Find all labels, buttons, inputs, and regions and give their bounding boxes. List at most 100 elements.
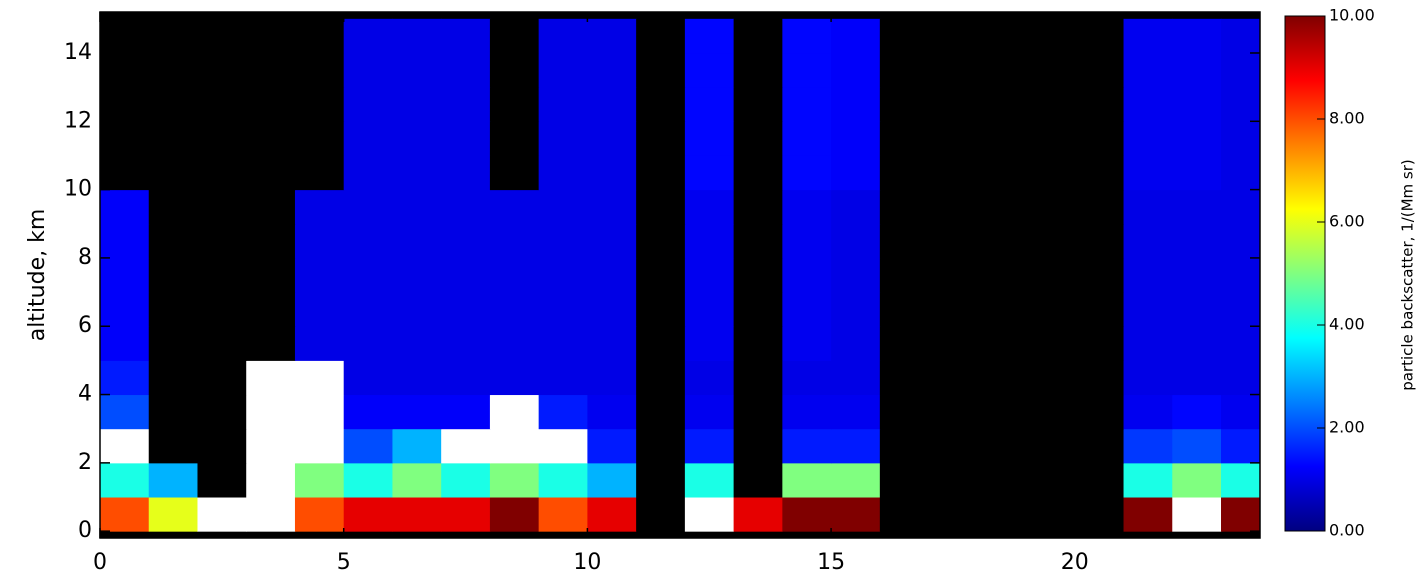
heatmap-cell — [148, 52, 198, 88]
colorbar-tick-label: 8.00 — [1329, 109, 1365, 128]
heatmap-cell — [343, 155, 393, 191]
heatmap-cell — [294, 497, 345, 532]
heatmap-cell — [392, 223, 442, 259]
heatmap-cell — [684, 87, 735, 122]
heatmap-cell — [538, 223, 588, 259]
plot-frame — [99, 11, 1261, 539]
heatmap-cell — [1026, 326, 1076, 361]
heatmap-cell — [489, 155, 540, 191]
heatmap-cell — [733, 87, 783, 122]
heatmap-cell — [1026, 121, 1076, 156]
heatmap-cell — [879, 87, 930, 122]
heatmap-cell — [1026, 292, 1076, 327]
heatmap-cell — [1026, 257, 1076, 293]
heatmap-cell — [684, 462, 735, 498]
heatmap-cell — [1026, 428, 1076, 464]
heatmap-cell — [294, 326, 345, 361]
heatmap-cell — [684, 189, 735, 225]
heatmap-cell — [733, 292, 783, 327]
heatmap-cell — [1172, 257, 1222, 293]
heatmap-cell — [879, 292, 930, 327]
heatmap-cell — [197, 292, 247, 327]
heatmap-cell — [343, 497, 393, 532]
heatmap-cell — [782, 292, 832, 327]
heatmap-cell — [197, 394, 247, 430]
heatmap-cell — [1172, 189, 1222, 225]
heatmap-cell — [538, 292, 588, 327]
heatmap-cell — [1221, 462, 1260, 498]
heatmap-cell — [148, 257, 198, 293]
heatmap-cell — [928, 394, 978, 430]
heatmap-cell — [831, 292, 881, 327]
heatmap-cell — [489, 257, 540, 293]
heatmap-cell — [100, 223, 150, 259]
heatmap-cell — [977, 292, 1027, 327]
heatmap-cell — [294, 257, 345, 293]
heatmap-cell — [100, 87, 150, 122]
colorbar — [1284, 15, 1326, 532]
heatmap-cell — [100, 189, 150, 225]
heatmap-cell — [879, 497, 930, 532]
heatmap-cell — [197, 360, 247, 396]
heatmap-cell — [879, 52, 930, 88]
heatmap-cell — [684, 497, 735, 532]
heatmap-cell — [1123, 121, 1173, 156]
heatmap-cell — [587, 292, 637, 327]
heatmap-cell — [100, 121, 150, 156]
heatmap-cell — [1172, 223, 1222, 259]
heatmap-cell — [977, 155, 1027, 191]
heatmap-cell — [879, 257, 930, 293]
heatmap-cell — [246, 394, 296, 430]
heatmap-cell — [733, 189, 783, 225]
heatmap-cell — [392, 462, 442, 498]
heatmap-cell — [1026, 189, 1076, 225]
heatmap-cell — [977, 462, 1027, 498]
heatmap-cell — [1074, 52, 1125, 88]
heatmap-cell — [343, 394, 393, 430]
heatmap-cell — [441, 292, 491, 327]
heatmap-cell — [392, 497, 442, 532]
heatmap-cell — [538, 428, 588, 464]
heatmap-cell — [392, 360, 442, 396]
heatmap-cell — [782, 428, 832, 464]
heatmap-cell — [294, 394, 345, 430]
heatmap-cell — [1172, 462, 1222, 498]
heatmap-cell — [636, 87, 686, 122]
heatmap-cell — [441, 497, 491, 532]
heatmap-cell — [879, 121, 930, 156]
heatmap-cell — [1123, 428, 1173, 464]
heatmap-cell — [343, 360, 393, 396]
colorbar-tick-label: 0.00 — [1329, 521, 1365, 540]
heatmap-cell — [977, 360, 1027, 396]
heatmap-cell — [294, 292, 345, 327]
heatmap-cell — [928, 52, 978, 88]
heatmap-cell — [928, 155, 978, 191]
heatmap-cell — [636, 497, 686, 532]
heatmap-cell — [441, 360, 491, 396]
heatmap-cell — [636, 394, 686, 430]
heatmap-cell — [246, 18, 296, 54]
heatmap-cell — [441, 326, 491, 361]
heatmap-cell — [879, 428, 930, 464]
heatmap-cell — [1074, 360, 1125, 396]
heatmap-cell — [392, 257, 442, 293]
heatmap-cell — [636, 121, 686, 156]
heatmap-cell — [928, 497, 978, 532]
heatmap-cell — [1221, 189, 1260, 225]
heatmap-cell — [489, 121, 540, 156]
heatmap-cell — [246, 223, 296, 259]
heatmap-cell — [977, 497, 1027, 532]
heatmap-cell — [538, 155, 588, 191]
heatmap-cell — [831, 497, 881, 532]
heatmap-cell — [1074, 462, 1125, 498]
heatmap-cell — [782, 87, 832, 122]
heatmap-cell — [246, 189, 296, 225]
heatmap-cell — [489, 497, 540, 532]
heatmap-cell — [636, 360, 686, 396]
heatmap-cell — [246, 360, 296, 396]
heatmap-cell — [148, 360, 198, 396]
heatmap-cell — [441, 52, 491, 88]
heatmap-cell — [587, 394, 637, 430]
heatmap-cell — [343, 223, 393, 259]
heatmap-cell — [392, 326, 442, 361]
